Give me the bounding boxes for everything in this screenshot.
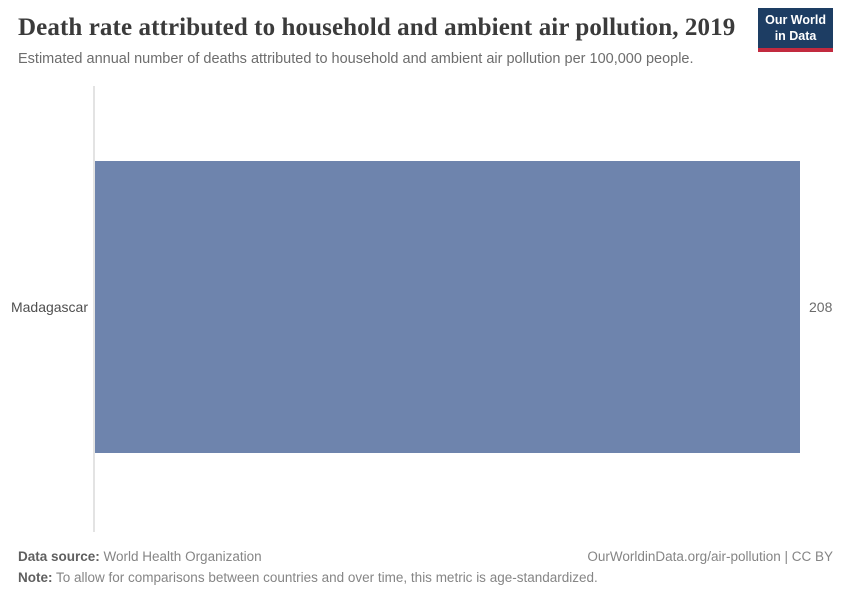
note-value: To allow for comparisons between countri… [52,569,598,585]
owid-logo[interactable]: Our World in Data [758,8,833,53]
page-title: Death rate attributed to household and a… [18,14,736,41]
data-source-line: Data source: World Health Organization [18,547,262,568]
value-label: 208 [809,299,833,315]
chart-footer: Data source: World Health Organization O… [18,547,833,589]
chart-subtitle: Estimated annual number of deaths attrib… [18,51,694,67]
license-link[interactable]: OurWorldinData.org/air-pollution | CC BY [587,549,833,564]
bar-chart: Madagascar 208 [0,86,850,532]
note-label: Note: [18,569,53,585]
data-source-value: World Health Organization [99,549,262,564]
data-source-label: Data source: [18,549,100,564]
bar-row-madagascar: Madagascar 208 [0,161,850,453]
bar-madagascar[interactable] [95,161,800,453]
y-axis-line [93,86,95,532]
owid-logo-line1: Our World [765,13,826,27]
entity-label: Madagascar [10,299,88,315]
note-line: Note: To allow for comparisons between c… [18,568,598,589]
owid-logo-line2: in Data [774,28,817,43]
